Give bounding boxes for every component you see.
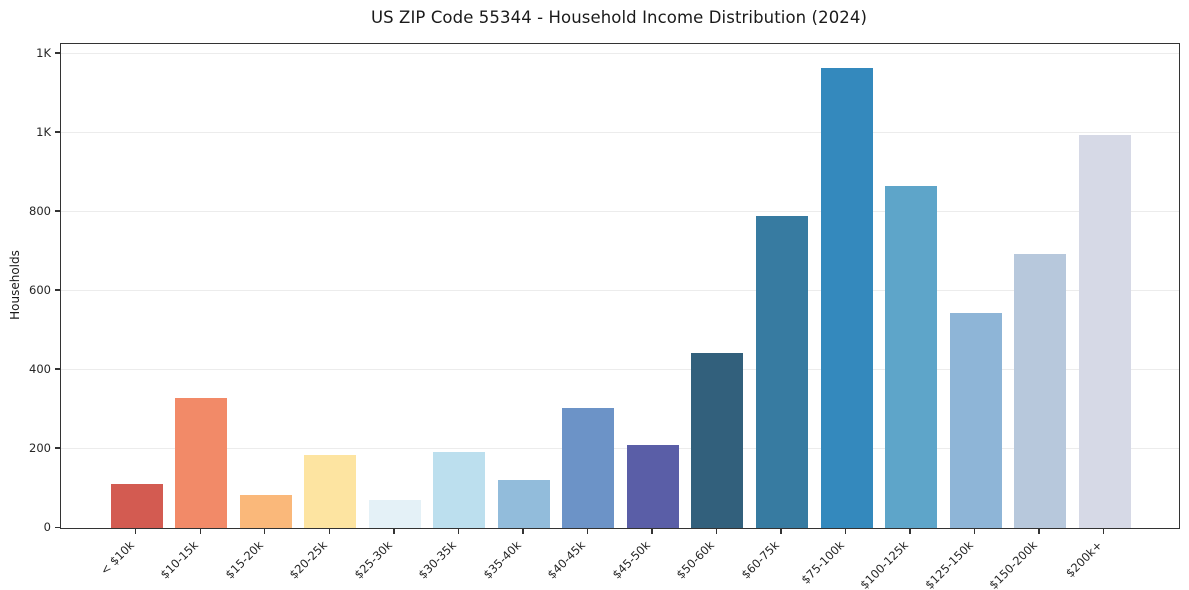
bar-40-45k	[562, 408, 615, 528]
bar-25-30k	[368, 500, 421, 528]
plot-area	[60, 43, 1180, 529]
gridline	[61, 289, 1179, 291]
bar-50-60k	[691, 353, 744, 528]
x-tick-mark	[844, 528, 847, 534]
y-tick-label: 400	[29, 361, 51, 376]
x-tick-mark	[393, 528, 395, 534]
bar-100-125k	[885, 186, 938, 528]
x-tick-mark	[973, 528, 976, 534]
y-tick-mark	[55, 52, 60, 54]
y-tick-label: 1K	[36, 45, 51, 60]
bar-75-100k	[820, 67, 873, 528]
bar-125-150k	[949, 312, 1002, 528]
x-tick-mark	[651, 528, 653, 534]
y-tick-mark	[55, 131, 60, 133]
x-tick-mark	[1102, 528, 1105, 534]
y-tick-mark	[55, 210, 60, 212]
bar-20-25k	[304, 454, 357, 528]
x-tick-mark	[586, 528, 589, 534]
bar-35-40k	[497, 479, 550, 528]
y-tick-label: 600	[29, 282, 51, 297]
y-tick-mark	[55, 447, 60, 449]
x-tick-mark	[199, 528, 201, 534]
gridline	[61, 131, 1179, 133]
x-tick-mark	[264, 528, 266, 534]
x-tick-mark	[135, 528, 137, 534]
x-tick-mark	[457, 528, 460, 534]
gridline	[61, 210, 1179, 212]
x-tick-mark	[715, 528, 718, 534]
y-tick-mark	[55, 289, 60, 291]
bar-150-200k	[1014, 254, 1067, 528]
gridline	[61, 52, 1179, 54]
y-tick-mark	[55, 526, 60, 528]
gridline	[61, 447, 1179, 449]
bar-15-20k	[239, 495, 292, 528]
y-tick-label: 800	[29, 203, 51, 218]
x-tick-mark	[780, 528, 782, 534]
bar-200k	[1078, 134, 1131, 528]
x-tick-mark	[909, 528, 911, 534]
y-tick-mark	[55, 368, 60, 370]
bar-60-75k	[756, 215, 808, 528]
x-tick-mark	[328, 528, 330, 534]
x-tick-mark	[1038, 528, 1040, 534]
y-tick-label: 0	[43, 520, 51, 534]
bar-10k	[110, 483, 163, 528]
y-tick-label: 1K	[36, 124, 51, 139]
x-tick-mark	[522, 528, 524, 534]
bar-30-35k	[433, 451, 486, 528]
bar-45-50k	[626, 445, 679, 528]
x-tick-label: < $10k	[97, 538, 137, 578]
gridline	[61, 368, 1179, 370]
y-tick-label: 200	[29, 440, 51, 455]
bar-10-15k	[175, 398, 228, 528]
chart-title: US ZIP Code 55344 - Household Income Dis…	[370, 8, 868, 27]
